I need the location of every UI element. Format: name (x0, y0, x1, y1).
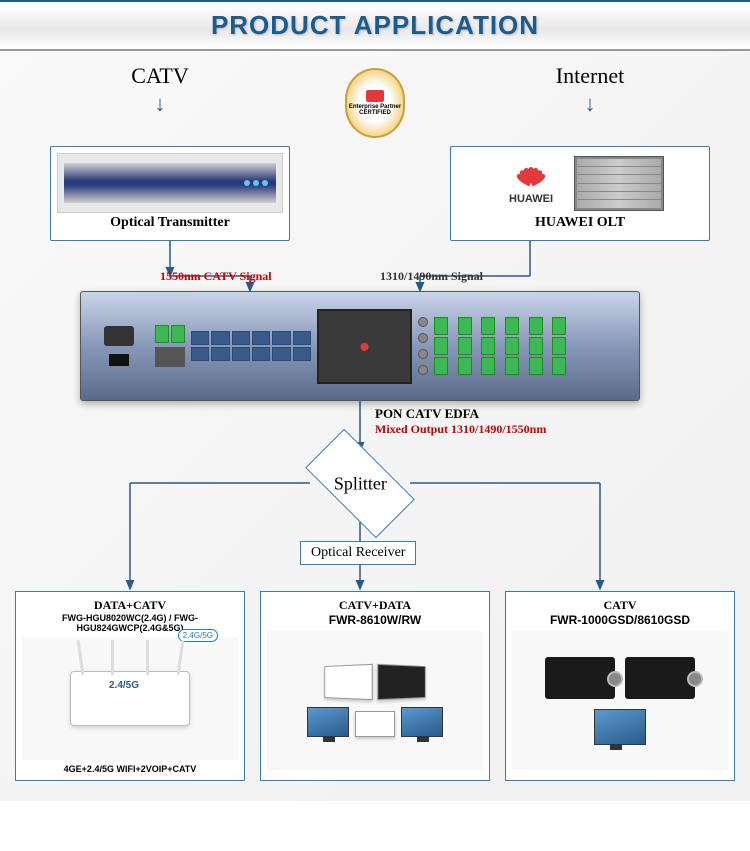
splitter-label: Splitter (334, 473, 387, 494)
power-plug-icon (104, 326, 134, 346)
b3-title: CATV (512, 598, 728, 613)
rack-device (64, 163, 277, 203)
monitor-icon (401, 707, 443, 737)
monitor-icon (307, 707, 349, 737)
receiver-box-3: CATV FWR-1000GSD/8610GSD (505, 591, 735, 781)
page-title: PRODUCT APPLICATION (0, 10, 750, 41)
olt-chassis (574, 156, 664, 211)
edfa-labels: PON CATV EDFA Mixed Output 1310/1490/155… (375, 406, 546, 437)
receiver-icon (625, 657, 695, 699)
blue-port-block (191, 331, 311, 361)
edfa-output-label: Mixed Output 1310/1490/1550nm (375, 422, 546, 437)
catv-source: CATV ↓ (60, 63, 260, 119)
arrow-down-icon: ↓ (60, 91, 260, 117)
b2-sub: FWR-8610W/RW (267, 613, 483, 627)
bottom-row: DATA+CATV FWG-HGU8020WC(2.4G) / FWG-HGU8… (15, 591, 735, 781)
b2-image (267, 631, 483, 770)
cert-text-outer: CERTIFIED (359, 110, 391, 116)
b3-image (512, 631, 728, 770)
edfa-device: ⬤ (80, 291, 640, 401)
olt-image: HUAWEI (457, 153, 703, 213)
modem-icon (355, 711, 395, 737)
internet-source: Internet ↓ (490, 63, 690, 119)
transmitter-box: Optical Transmitter (50, 146, 290, 241)
receiver-label: Optical Receiver (300, 541, 416, 565)
transmitter-image (57, 153, 283, 213)
receiver-box-2: CATV+DATA FWR-8610W/RW (260, 591, 490, 781)
monitor-icon (594, 709, 646, 745)
huawei-logo: HUAWEI (496, 161, 566, 205)
b2-title: CATV+DATA (267, 598, 483, 613)
router-icon: 2.4/5G (70, 671, 190, 726)
b1-image: 2.4G/5G 2.4/5G (22, 637, 238, 760)
transmitter-label: Optical Transmitter (57, 215, 283, 231)
header: PRODUCT APPLICATION (0, 0, 750, 51)
cert-badge: Enterprise Partner CERTIFIED (345, 68, 405, 138)
pon-signal-label: 1310/1490nm Signal (380, 269, 483, 284)
olt-box: HUAWEI HUAWEI OLT (450, 146, 710, 241)
edfa-label: PON CATV EDFA (375, 406, 546, 422)
arrow-down-icon: ↓ (490, 91, 690, 117)
lcd-screen: ⬤ (317, 309, 412, 384)
catv-label: CATV (60, 63, 260, 89)
olt-label: HUAWEI OLT (457, 215, 703, 231)
b1-footer: 4GE+2.4/5G WIFI+2VOIP+CATV (22, 764, 238, 774)
power-switch-icon (109, 354, 129, 366)
b1-title: DATA+CATV (22, 598, 238, 613)
control-buttons (418, 317, 428, 375)
b3-sub: FWR-1000GSD/8610GSD (512, 613, 728, 627)
receiver-icon (545, 657, 615, 699)
receiver-box-1: DATA+CATV FWG-HGU8020WC(2.4G) / FWG-HGU8… (15, 591, 245, 781)
router-band: 2.4/5G (109, 680, 139, 691)
diagram-content: CATV ↓ Enterprise Partner CERTIFIED Inte… (0, 51, 750, 801)
splitter-node: Splitter (305, 429, 415, 539)
huawei-brand: HUAWEI (509, 193, 553, 205)
internet-label: Internet (490, 63, 690, 89)
top-row: CATV ↓ Enterprise Partner CERTIFIED Inte… (20, 63, 730, 138)
catv-signal-label: 1550nm CATV Signal (160, 269, 272, 284)
green-port-block (434, 317, 574, 375)
